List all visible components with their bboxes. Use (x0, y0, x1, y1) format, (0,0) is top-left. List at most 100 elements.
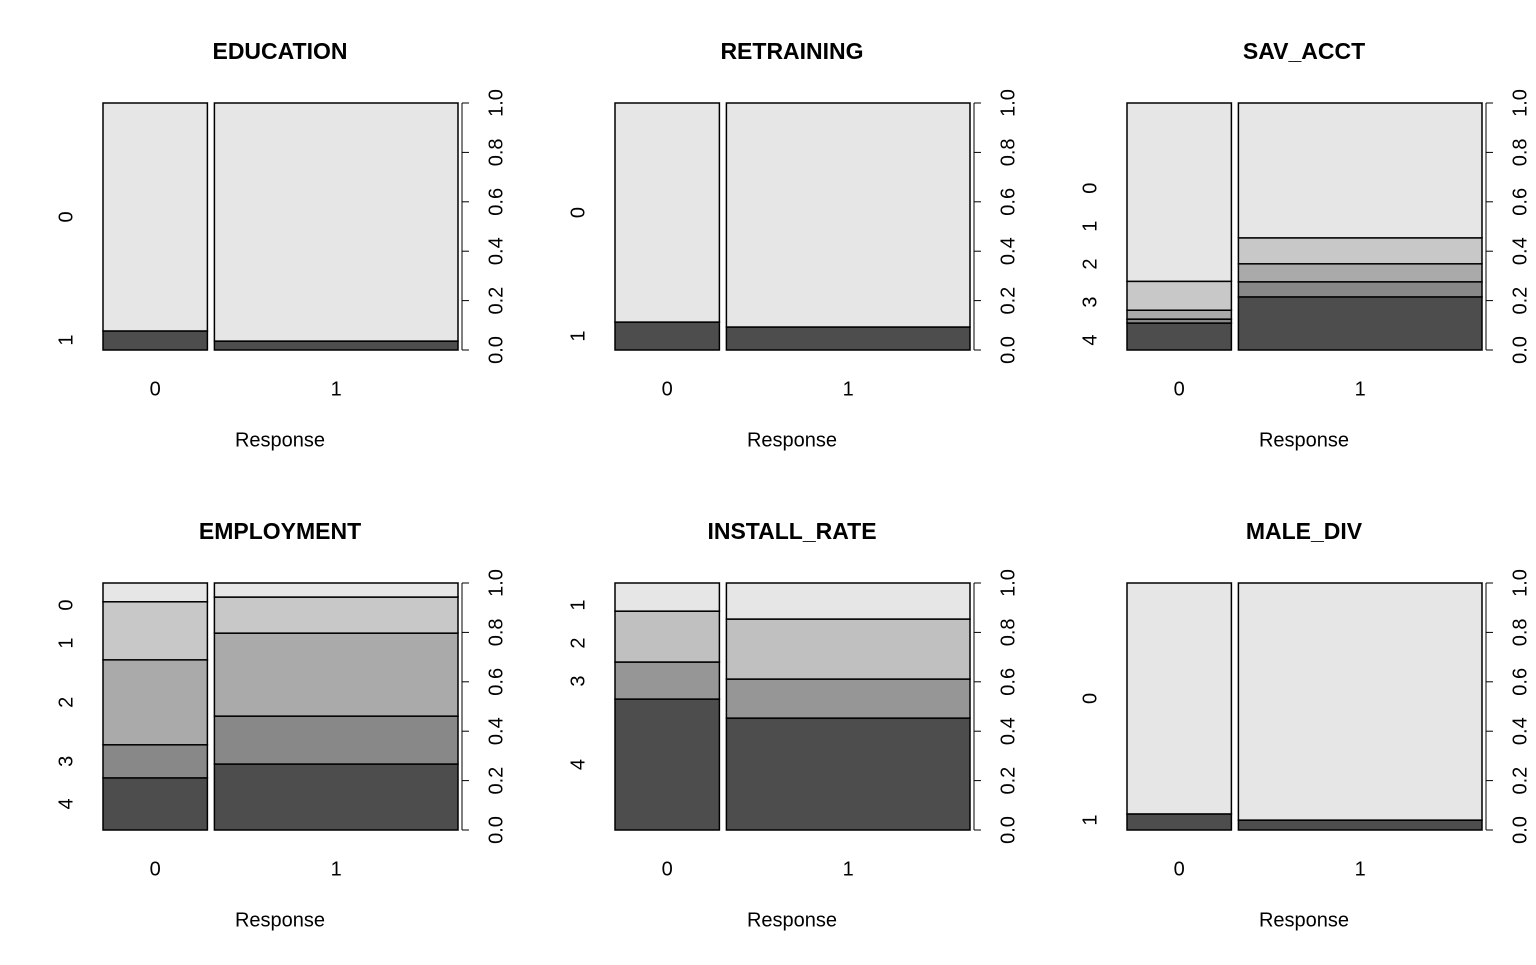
y-level-label: 0 (1079, 183, 1101, 194)
y-tick-label: 0.6 (485, 668, 507, 696)
chart-title: INSTALL_RATE (707, 518, 876, 544)
panel: INSTALL_RATE Response 0 1 1 2 3 4 0.0 0.2 0.4 0.6 0.… (567, 518, 1019, 931)
spine-segment (213, 763, 459, 831)
y-level-label: 2 (567, 637, 589, 648)
chart-title: MALE_DIV (1246, 518, 1363, 544)
y-level-label: 1 (567, 330, 589, 341)
y-tick-label: 1.0 (1509, 569, 1531, 597)
spine-segment (1237, 102, 1483, 239)
x-axis-label: Response (235, 429, 325, 451)
spine-segment (1237, 296, 1483, 351)
y-level-label: 4 (55, 798, 77, 809)
y-tick-label: 1.0 (997, 89, 1019, 117)
y-tick-label: 0.2 (997, 287, 1019, 315)
spine-segment (1237, 281, 1483, 298)
spine-segment (213, 596, 459, 634)
spine-segment (1126, 280, 1233, 311)
panel: SAV_ACCT Response 0 1 0 1 2 3 4 0.0 0.2 0.4 0.6 0.8 1.… (1079, 38, 1531, 451)
y-tick-label: 0.8 (1509, 618, 1531, 646)
spine-segment (725, 102, 971, 328)
spine-segment (614, 321, 721, 351)
y-level-label: 2 (1079, 259, 1101, 270)
y-level-label: 0 (55, 211, 77, 222)
y-level-label: 1 (1079, 221, 1101, 232)
spine-segment (725, 582, 971, 620)
y-tick-label: 0.4 (485, 717, 507, 745)
y-level-label: 4 (1079, 334, 1101, 345)
x-tick-label: 1 (331, 858, 342, 880)
y-level-label: 4 (567, 759, 589, 770)
y-tick-label: 0.2 (485, 287, 507, 315)
y-tick-label: 0.0 (997, 816, 1019, 844)
chart-title: SAV_ACCT (1243, 38, 1365, 64)
x-tick-label: 1 (1355, 858, 1366, 880)
y-tick-label: 0.8 (485, 138, 507, 166)
x-tick-label: 1 (331, 378, 342, 400)
y-level-label: 0 (55, 599, 77, 610)
y-tick-label: 0.4 (1509, 237, 1531, 265)
y-tick-label: 0.2 (997, 767, 1019, 795)
spine-segment (1126, 309, 1233, 320)
spine-segment (725, 326, 971, 351)
x-tick-label: 0 (150, 378, 161, 400)
spine-segment (1237, 582, 1483, 821)
y-tick-label: 0.6 (997, 188, 1019, 216)
x-axis-label: Response (1259, 429, 1349, 451)
y-tick-label: 1.0 (1509, 89, 1531, 117)
x-tick-label: 0 (1174, 858, 1185, 880)
spine-segment (725, 678, 971, 719)
y-level-label: 1 (1079, 814, 1101, 825)
spine-segment (1126, 102, 1233, 283)
y-tick-label: 0.2 (1509, 767, 1531, 795)
spine-segment (102, 102, 209, 332)
y-level-label: 1 (55, 637, 77, 648)
spine-segment (614, 102, 721, 323)
y-tick-label: 0.4 (997, 237, 1019, 265)
spine-segment (213, 632, 459, 717)
spine-segment (614, 610, 721, 663)
x-axis-label: Response (747, 909, 837, 931)
y-tick-label: 1.0 (485, 569, 507, 597)
x-axis-label: Response (235, 909, 325, 931)
y-level-label: 3 (55, 756, 77, 767)
spine-segment (725, 717, 971, 831)
chart-title: RETRAINING (720, 38, 863, 64)
y-level-label: 0 (567, 207, 589, 218)
y-level-label: 3 (567, 675, 589, 686)
spine-segment (213, 715, 459, 765)
x-tick-label: 0 (150, 858, 161, 880)
spine-segment (614, 661, 721, 700)
y-tick-label: 0.4 (997, 717, 1019, 745)
panel: EDUCATION Response 0 1 0 1 0.0 0.2 0.4 0.6 0.8 1.0 (55, 38, 507, 451)
panel: EMPLOYMENT Response 0 1 0 1 2 3 4 0.0 0.2 0.4 0.6 0.8… (55, 518, 507, 931)
x-tick-label: 1 (1355, 378, 1366, 400)
y-tick-label: 0.6 (485, 188, 507, 216)
y-tick-label: 0.8 (1509, 138, 1531, 166)
y-level-label: 3 (1079, 296, 1101, 307)
spine-segment (102, 330, 209, 351)
y-tick-label: 1.0 (485, 89, 507, 117)
y-level-label: 1 (55, 334, 77, 345)
y-tick-label: 0.0 (485, 336, 507, 364)
y-tick-label: 0.6 (1509, 668, 1531, 696)
x-axis-label: Response (1259, 909, 1349, 931)
y-level-label: 1 (567, 599, 589, 610)
spine-segment (102, 744, 209, 779)
y-tick-label: 0.4 (485, 237, 507, 265)
spine-segment (1126, 582, 1233, 815)
spine-segment (614, 582, 721, 612)
spine-segment (102, 659, 209, 746)
y-tick-label: 0.8 (997, 618, 1019, 646)
chart-title: EDUCATION (212, 38, 347, 64)
y-tick-label: 0.0 (485, 816, 507, 844)
y-tick-label: 0.0 (1509, 336, 1531, 364)
y-level-label: 2 (55, 697, 77, 708)
spine-segment (1237, 237, 1483, 265)
x-axis-label: Response (747, 429, 837, 451)
y-tick-label: 1.0 (997, 569, 1019, 597)
panel: RETRAINING Response 0 1 0 1 0.0 0.2 0.4 0.6 0.8 1.0 (567, 38, 1019, 451)
x-tick-label: 0 (662, 858, 673, 880)
y-tick-label: 0.6 (997, 668, 1019, 696)
